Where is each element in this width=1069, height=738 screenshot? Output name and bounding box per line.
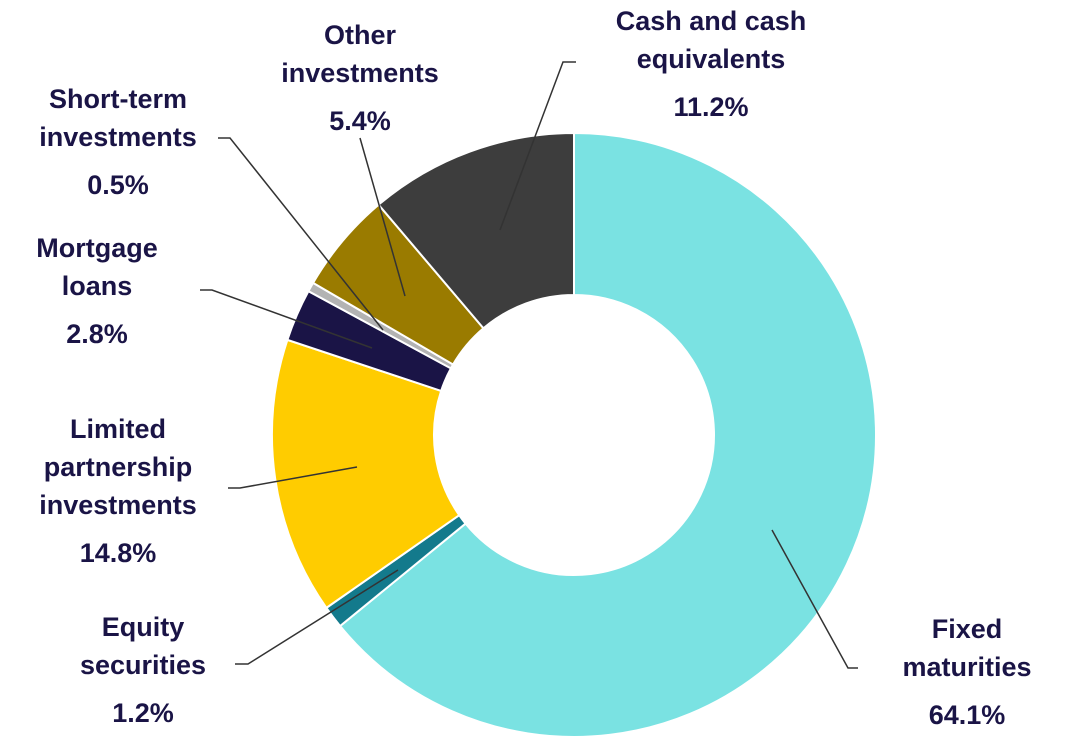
slice-label: Mortgage loans 2.8% xyxy=(36,229,158,353)
leader-line xyxy=(359,137,406,297)
value-label: 5.4% xyxy=(329,106,391,136)
slice-label: Cash and cash equivalents 11.2% xyxy=(616,2,807,126)
leader-line xyxy=(218,137,384,331)
value-label: 2.8% xyxy=(66,319,128,349)
category-label: Short-term investments xyxy=(39,84,197,152)
category-label: Other investments xyxy=(281,20,439,88)
leader-line xyxy=(499,61,576,231)
value-label: 0.5% xyxy=(87,170,149,200)
value-label: 11.2% xyxy=(673,92,749,122)
value-label: 64.1% xyxy=(928,700,1006,730)
slice xyxy=(271,338,461,610)
slice xyxy=(377,131,575,330)
slice-label: Other investments 5.4% xyxy=(281,16,439,140)
slice xyxy=(338,131,877,738)
slice-label: Limited partnership investments 14.8% xyxy=(39,410,197,572)
category-label: Cash and cash equivalents xyxy=(615,6,807,74)
category-label: Limited partnership investments xyxy=(39,414,197,520)
value-label: 1.2% xyxy=(112,698,174,728)
leader-line xyxy=(235,569,399,665)
category-label: Mortgage loans xyxy=(36,233,158,301)
leader-line xyxy=(200,289,373,349)
leader-line xyxy=(228,466,358,489)
slice-label: Short-term investments 0.5% xyxy=(39,80,197,204)
leader-line xyxy=(771,529,858,669)
slice-label: Equity securities 1.2% xyxy=(80,608,206,732)
slice-label: Fixed maturities 64.1% xyxy=(902,610,1031,734)
category-label: Equity securities xyxy=(79,612,207,680)
category-label: Fixed maturities xyxy=(902,614,1032,682)
value-label: 14.8% xyxy=(79,538,157,568)
